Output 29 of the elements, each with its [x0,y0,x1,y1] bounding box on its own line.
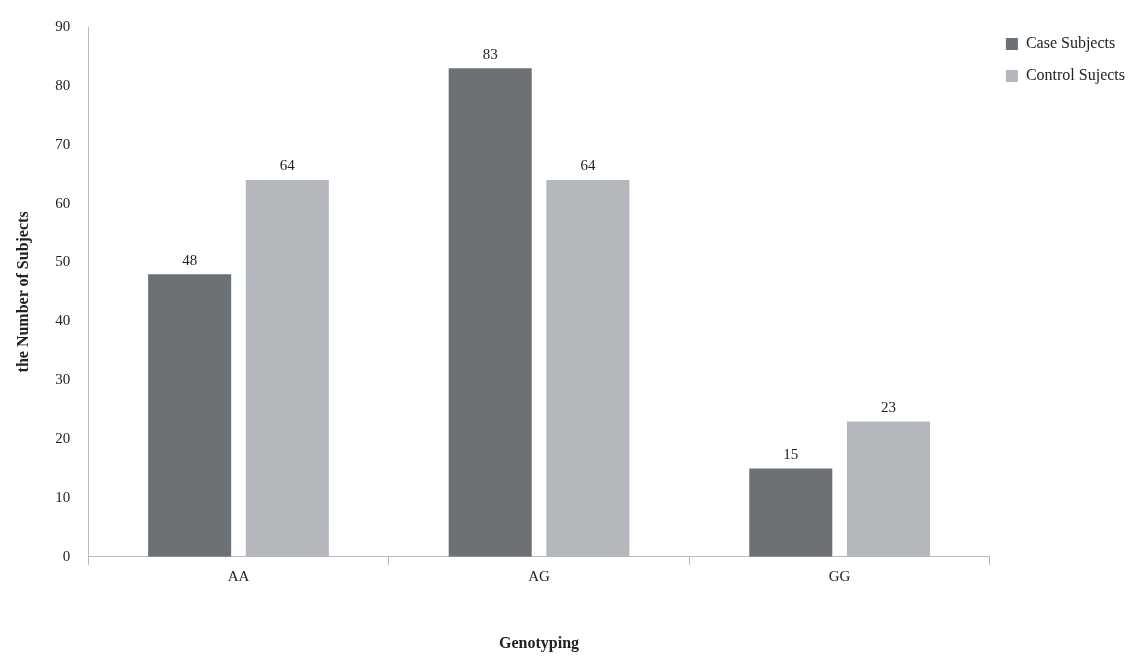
bar [846,421,930,557]
y-tick-label: 50 [55,253,71,270]
data-label: 83 [482,45,498,62]
data-label: 64 [580,157,596,174]
x-axis-title: Genotyping [499,633,580,652]
data-label: 48 [182,251,198,268]
y-tick-label: 40 [55,312,71,329]
legend-label: Case Subjects [1025,34,1116,53]
x-tick-label: GG [828,567,851,584]
y-tick-label: 30 [55,371,71,388]
y-tick-label: 60 [55,194,71,211]
bar [546,180,630,557]
y-axis-title: the Number of Subjects [13,211,32,373]
x-tick-label: AA [227,567,250,584]
bar [749,468,833,557]
data-label: 15 [783,445,799,462]
y-tick-label: 90 [55,17,71,34]
data-label: 23 [880,398,896,415]
x-tick-label: AG [528,567,551,584]
bar [245,180,329,557]
data-label: 64 [279,157,296,174]
y-tick-label: 20 [55,430,71,446]
bar [448,68,532,557]
y-tick-label: 0 [62,547,71,564]
y-tick-label: 80 [55,76,71,93]
y-tick-label: 70 [55,135,71,152]
legend-label: Control Sujects [1025,66,1125,85]
bar [148,274,232,557]
y-tick-label: 10 [55,488,71,505]
